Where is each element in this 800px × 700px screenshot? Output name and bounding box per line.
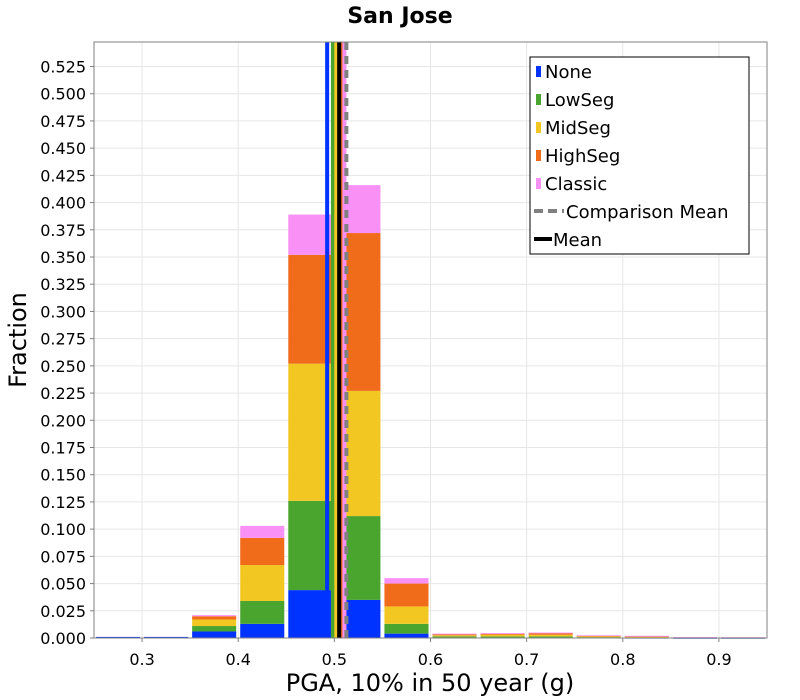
bar-segment-none <box>192 631 237 638</box>
x-tick-label: 0.5 <box>322 650 347 669</box>
legend-label-lowseg: LowSeg <box>545 90 614 111</box>
bar-segment-lowseg <box>240 600 285 624</box>
x-tick-label: 0.8 <box>610 650 635 669</box>
legend-label-mean: Mean <box>553 230 602 251</box>
y-tick-label: 0.525 <box>40 57 86 76</box>
bar-segment-lowseg <box>480 636 525 638</box>
y-tick-label: 0.175 <box>40 438 86 457</box>
x-axis-label: PGA, 10% in 50 year (g) <box>286 669 575 697</box>
bar-segment-midseg <box>432 635 477 637</box>
bar-segment-midseg <box>240 565 285 601</box>
y-tick-label: 0.325 <box>40 275 86 294</box>
x-tick-label: 0.6 <box>418 650 443 669</box>
bar-segment-none <box>96 636 141 638</box>
bar-segment-lowseg <box>432 636 477 638</box>
bar-segment-classic <box>528 632 573 634</box>
bar-segment-highseg <box>240 537 285 566</box>
y-tick-label: 0.400 <box>40 194 86 213</box>
bar-segment-classic <box>576 635 621 637</box>
legend-swatch-classic <box>536 178 541 189</box>
legend-label-highseg: HighSeg <box>545 146 620 167</box>
x-tick-label: 0.9 <box>706 650 731 669</box>
y-tick-label: 0.200 <box>40 411 86 430</box>
bar-segment-midseg <box>192 619 237 627</box>
bar-segment-highseg <box>432 634 477 636</box>
y-tick-label: 0.100 <box>40 520 86 539</box>
bar-segment-midseg <box>288 363 333 501</box>
bar-segment-highseg <box>192 616 237 620</box>
y-axis-label: Fraction <box>4 292 32 388</box>
legend-label-none: None <box>545 62 592 83</box>
legend-box <box>529 56 750 255</box>
y-tick-label: 0.450 <box>40 139 86 158</box>
bar-segment-classic <box>384 578 429 584</box>
chart-title: San Jose <box>347 4 452 29</box>
bar-segment-none <box>288 590 333 638</box>
bar-segment-lowseg <box>192 626 237 632</box>
y-tick-label: 0.350 <box>40 248 86 267</box>
bar-segment-highseg <box>480 633 525 635</box>
legend-swatch-lowseg <box>536 94 541 105</box>
bar-segment-highseg <box>384 583 429 607</box>
legend-swatch-midseg <box>536 122 541 133</box>
y-tick-label: 0.075 <box>40 547 86 566</box>
bar-segment-midseg <box>528 634 573 637</box>
bar-segment-midseg <box>576 636 621 638</box>
bar-segment-midseg <box>480 634 525 637</box>
x-tick-label: 0.3 <box>129 650 154 669</box>
y-tick-label: 0.225 <box>40 384 86 403</box>
y-tick-label: 0.000 <box>40 629 86 648</box>
bar-segment-midseg <box>624 636 669 638</box>
y-tick-label: 0.050 <box>40 575 86 594</box>
bar-segment-none <box>384 633 429 638</box>
y-tick-label: 0.475 <box>40 112 86 131</box>
bar-segment-lowseg <box>528 636 573 638</box>
legend-label-classic: Classic <box>545 174 607 195</box>
legend-swatch-none <box>536 66 541 77</box>
mean-lines <box>325 42 349 638</box>
y-tick-label: 0.025 <box>40 602 86 621</box>
legend-label-midseg: MidSeg <box>545 118 611 139</box>
y-tick-label: 0.500 <box>40 85 86 104</box>
bar-segment-classic <box>624 635 669 637</box>
bar-segment-lowseg <box>288 500 333 591</box>
bar-segment-midseg <box>384 606 429 624</box>
bar-segment-classic <box>672 637 717 638</box>
y-tick-label: 0.250 <box>40 357 86 376</box>
legend-swatch-highseg <box>536 150 541 161</box>
bar-segment-classic <box>480 633 525 634</box>
legend: None LowSeg MidSeg HighSeg Classic Comparison… <box>529 56 750 255</box>
x-tick-label: 0.7 <box>514 650 539 669</box>
bar-segment-highseg <box>288 254 333 364</box>
bar-segment-none <box>144 636 189 638</box>
legend-label-comparison-mean: Comparison Mean <box>566 202 729 223</box>
bar-segment-highseg <box>528 633 573 635</box>
x-tick-label: 0.4 <box>225 650 250 669</box>
bar-segment-classic <box>432 633 477 635</box>
bar-segment-classic <box>192 615 237 617</box>
bar-segment-none <box>240 623 285 638</box>
bar-segment-classic <box>240 525 285 538</box>
y-tick-label: 0.150 <box>40 466 86 485</box>
x-axis-ticks: 0.3 0.4 0.5 0.6 0.7 0.8 0.9 <box>129 638 732 669</box>
y-tick-label: 0.275 <box>40 330 86 349</box>
y-axis-ticks: 0.000 0.025 0.050 0.075 0.100 0.125 0.150 0.175… <box>40 57 94 648</box>
bar-segment-classic <box>288 214 333 255</box>
y-tick-label: 0.300 <box>40 302 86 321</box>
y-tick-label: 0.125 <box>40 493 86 512</box>
y-tick-label: 0.375 <box>40 221 86 240</box>
bar-segment-lowseg <box>384 623 429 634</box>
y-tick-label: 0.425 <box>40 166 86 185</box>
